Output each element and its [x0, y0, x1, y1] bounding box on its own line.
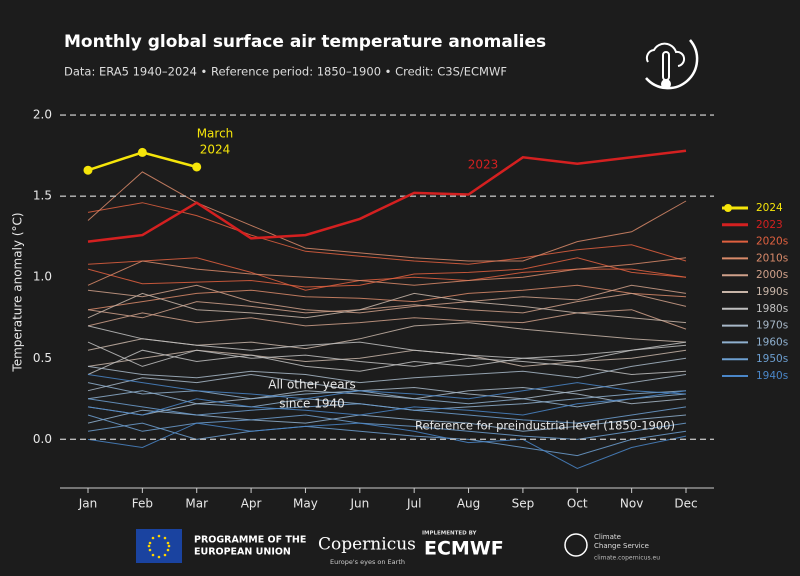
- annotation: March: [197, 127, 234, 141]
- x-tick-label: Apr: [241, 497, 262, 511]
- legend-label: 1980s: [756, 303, 788, 315]
- x-tick-label: May: [293, 497, 318, 511]
- year-line: [87, 382, 687, 408]
- legend-marker: [724, 204, 732, 212]
- x-tick-label: Nov: [620, 497, 643, 511]
- year-line: [87, 409, 687, 432]
- c3s-text: Change Service: [594, 542, 649, 550]
- year-line: [87, 171, 687, 262]
- year-line: [87, 325, 687, 363]
- year-line: [87, 422, 687, 457]
- y-tick-label: 1.5: [33, 189, 52, 203]
- y-axis-label: Temperature anomaly (°C): [11, 212, 25, 372]
- x-tick-label: Dec: [674, 497, 697, 511]
- point: [192, 162, 202, 172]
- point: [83, 165, 93, 175]
- chart-title: Monthly global surface air temperature a…: [64, 32, 546, 52]
- year-line: [87, 386, 687, 416]
- year-line: [87, 357, 687, 384]
- implemented-by: IMPLEMENTED BY: [422, 531, 478, 537]
- series-lines: [87, 171, 687, 470]
- year-line: [87, 309, 687, 330]
- c3s-url: climate.copernicus.eu: [594, 555, 660, 562]
- year-line: [87, 284, 687, 314]
- x-tick-label: Jan: [78, 497, 98, 511]
- year-line: [87, 257, 687, 288]
- copernicus-tagline: Europe's eyes on Earth: [330, 558, 405, 566]
- legend-label: 2024: [756, 202, 783, 214]
- year-line: [87, 292, 687, 324]
- year-line: [87, 257, 687, 286]
- x-tick-label: Jul: [406, 497, 421, 511]
- point: [137, 147, 147, 157]
- x-tick-label: Sep: [512, 497, 535, 511]
- y-tick-label: 0.0: [33, 432, 52, 446]
- annotation: since 1940: [279, 397, 345, 411]
- eu-text: PROGRAMME OF THE: [194, 535, 306, 546]
- y-tick-label: 1.0: [33, 270, 52, 284]
- c3s-text: Climate: [594, 533, 621, 541]
- ecmwf-logo: ECMWF: [424, 538, 504, 560]
- year-line: [87, 374, 687, 400]
- legend-label: 1950s: [756, 353, 788, 365]
- year-line: [87, 349, 687, 367]
- annotation: All other years: [268, 378, 356, 392]
- legend-label: 2020s: [756, 236, 788, 248]
- annotation: 2024: [200, 143, 231, 157]
- x-tick-label: Oct: [567, 497, 588, 511]
- copernicus-logo: Copernicus: [318, 535, 416, 555]
- year-line: [87, 390, 687, 416]
- y-tick-label: 2.0: [33, 108, 52, 122]
- legend-label: 2000s: [756, 269, 788, 281]
- legend-label: 2023: [756, 219, 783, 231]
- x-tick-label: Mar: [185, 497, 208, 511]
- year-line: [87, 414, 687, 440]
- x-tick-label: Aug: [457, 497, 480, 511]
- year-line: [87, 292, 687, 319]
- y-tick-label: 0.5: [33, 351, 52, 365]
- year-line: [87, 341, 687, 376]
- year-line: [87, 373, 687, 400]
- legend-label: 2010s: [756, 252, 788, 264]
- footer: PROGRAMME OF THE EUROPEAN UNION Copernic…: [136, 529, 660, 566]
- year-line: [87, 202, 687, 265]
- year-line: [87, 284, 687, 311]
- x-tick-label: Feb: [132, 497, 153, 511]
- legend-label: 1960s: [756, 336, 788, 348]
- legend-label: 1970s: [756, 320, 788, 332]
- year-line: [87, 344, 687, 375]
- c3s-small-icon: [564, 533, 588, 557]
- highlight-line: [87, 149, 687, 243]
- legend-label: 1990s: [756, 286, 788, 298]
- annotation: 2023: [468, 158, 499, 172]
- eu-stars: [147, 534, 171, 559]
- year-line: [87, 398, 687, 424]
- legend-label: 1940s: [756, 370, 788, 382]
- year-line: [87, 257, 687, 291]
- x-tick-label: Jun: [349, 497, 369, 511]
- c3s-icon: [645, 39, 699, 90]
- chart-subtitle: Data: ERA5 1940–2024 • Reference period:…: [64, 65, 507, 79]
- annotation: Reference for preindustrial level (1850-…: [415, 419, 675, 433]
- year-line: [87, 422, 687, 470]
- eu-text: EUROPEAN UNION: [194, 547, 291, 558]
